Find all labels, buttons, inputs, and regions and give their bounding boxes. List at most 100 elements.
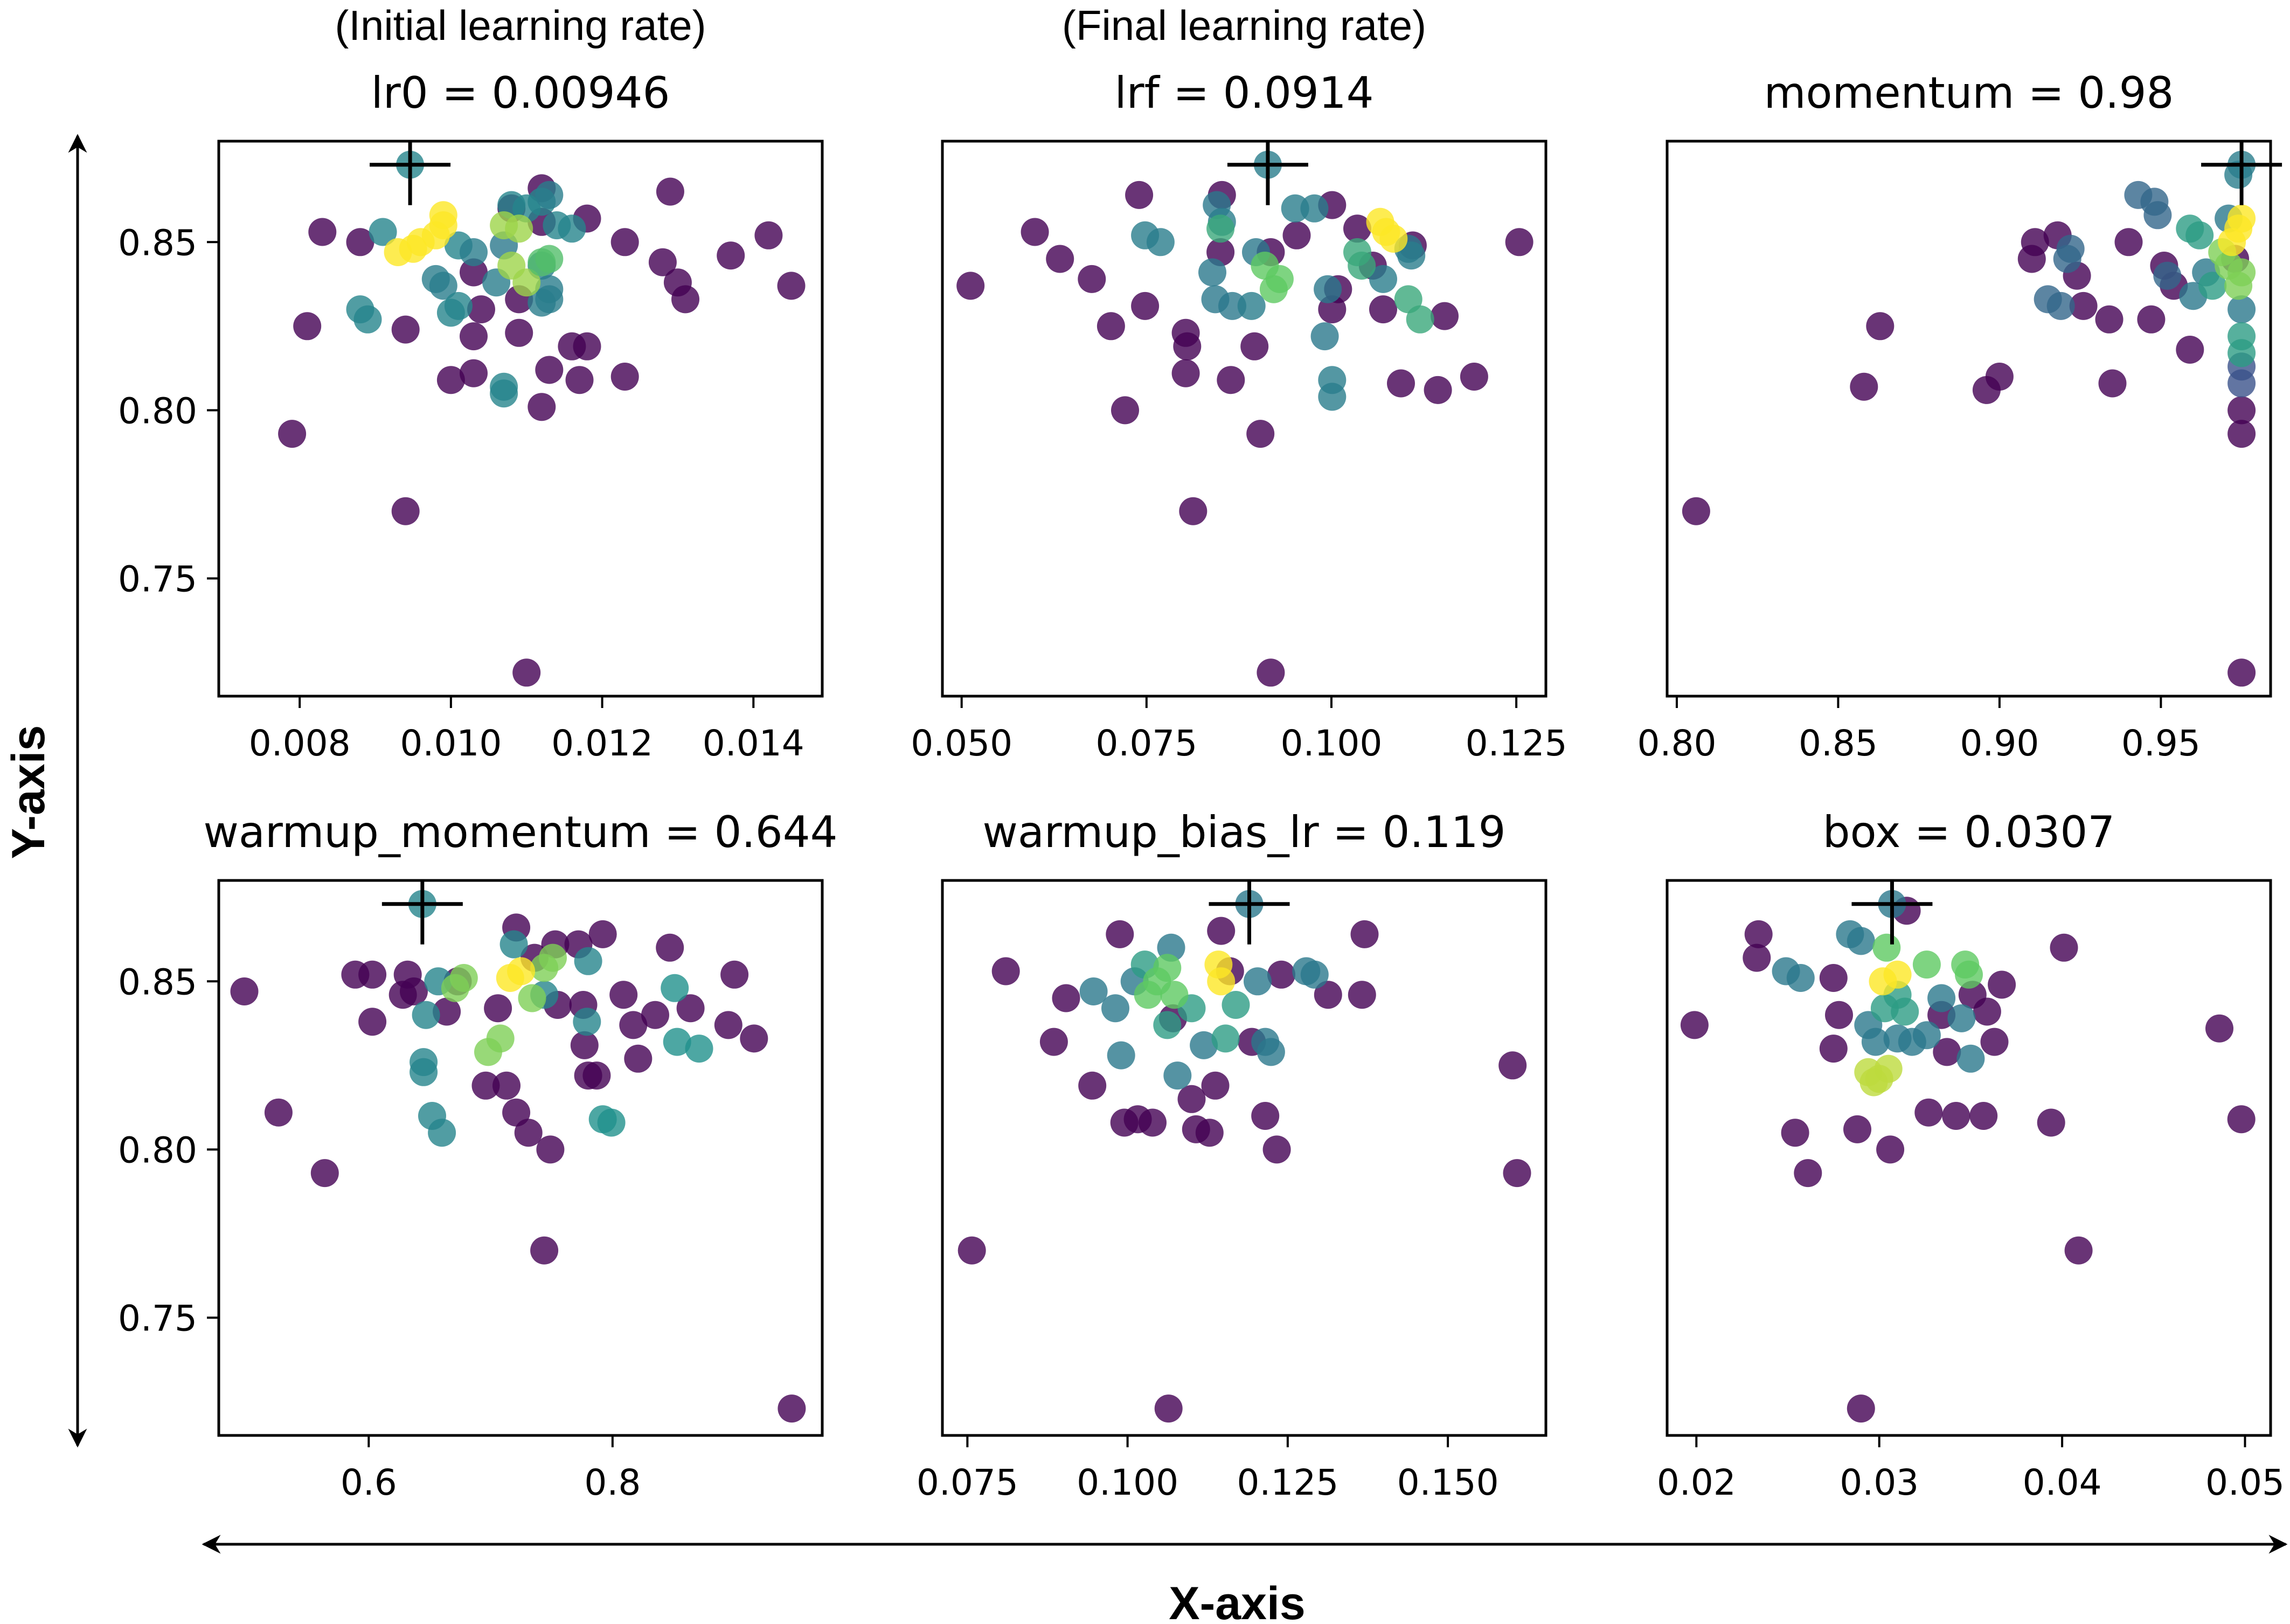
- data-point: [512, 268, 541, 297]
- data-point: [1369, 295, 1397, 324]
- data-point: [588, 920, 617, 948]
- data-point: [2227, 204, 2256, 233]
- data-point: [624, 1044, 653, 1073]
- data-point: [2198, 272, 2227, 300]
- data-point: [1744, 920, 1773, 948]
- data-point: [1876, 1135, 1905, 1164]
- data-point: [1139, 1108, 1167, 1137]
- data-point: [597, 1108, 626, 1137]
- data-point: [1179, 497, 1208, 525]
- data-point: [2098, 369, 2127, 398]
- data-point: [956, 272, 985, 300]
- data-point: [1259, 275, 1288, 303]
- panel-title: box = 0.0307: [1823, 807, 2115, 857]
- data-point: [573, 1008, 601, 1036]
- panel-frame: [217, 140, 824, 698]
- data-point: [1343, 214, 1371, 243]
- data-point: [492, 1071, 521, 1100]
- data-point: [293, 312, 322, 341]
- data-point: [1850, 372, 1878, 401]
- data-point: [1431, 302, 1459, 330]
- y-tick-label: 0.85: [118, 222, 197, 263]
- data-point: [1505, 228, 1533, 256]
- data-point: [582, 1061, 611, 1090]
- data-point: [1021, 218, 1049, 246]
- data-point: [1134, 981, 1162, 1009]
- data-point: [1240, 332, 1269, 360]
- y-axis-label: Y-axis: [3, 725, 54, 859]
- data-point: [460, 322, 488, 351]
- panel-frame: [1666, 879, 2272, 1437]
- data-point: [505, 214, 533, 243]
- panel-title: warmup_bias_lr = 0.119: [982, 807, 1505, 857]
- data-point: [369, 218, 397, 246]
- x-tick-label: 0.075: [917, 1462, 1018, 1503]
- data-point: [410, 1058, 438, 1086]
- data-point: [1300, 194, 1329, 223]
- scatter-panel: (Final learning rate) lrf = 0.0914 0.050 0.…: [911, 2, 1567, 764]
- data-point: [2064, 1236, 2093, 1265]
- data-point: [1237, 292, 1266, 320]
- x-tick-label: 0.012: [551, 723, 653, 764]
- data-point: [518, 984, 546, 1012]
- data-point: [1743, 943, 1771, 972]
- panel-subtitle: (Initial learning rate): [335, 2, 706, 49]
- data-point: [471, 1071, 500, 1100]
- panel-title: momentum = 0.98: [1764, 68, 2174, 118]
- data-point: [2050, 933, 2078, 962]
- x-tick-label: 0.02: [1657, 1462, 1736, 1503]
- data-point: [2227, 295, 2256, 324]
- data-point: [648, 248, 677, 276]
- data-point: [1207, 917, 1236, 945]
- data-point: [671, 285, 699, 314]
- x-tick-label: 0.100: [1280, 723, 1382, 764]
- data-point: [539, 943, 567, 972]
- data-point: [2176, 336, 2204, 364]
- data-point: [1206, 214, 1235, 243]
- data-point: [1078, 265, 1106, 293]
- x-tick-label: 0.04: [2023, 1462, 2102, 1503]
- data-point: [609, 981, 638, 1009]
- data-points: [278, 150, 806, 687]
- data-point: [358, 1008, 387, 1036]
- data-point: [1912, 1021, 1941, 1050]
- data-point: [740, 1024, 768, 1053]
- data-point: [656, 177, 684, 206]
- data-point: [1348, 981, 1376, 1009]
- data-point: [1201, 1071, 1230, 1100]
- data-point: [1394, 285, 1422, 314]
- data-point: [1318, 383, 1347, 411]
- data-point: [1955, 960, 1983, 989]
- data-point: [1460, 363, 1488, 391]
- data-point: [1146, 228, 1175, 256]
- y-tick-label: 0.75: [118, 1298, 197, 1340]
- data-point: [1267, 960, 1295, 989]
- data-point: [460, 258, 488, 287]
- data-point: [1980, 1028, 2009, 1056]
- data-point: [720, 960, 749, 989]
- data-point: [1781, 1119, 1809, 1147]
- data-point: [467, 295, 495, 324]
- data-point: [2114, 228, 2143, 256]
- y-tick-label: 0.80: [118, 390, 197, 432]
- y-tick-label: 0.80: [118, 1129, 197, 1171]
- data-point: [1786, 964, 1815, 992]
- data-point: [1387, 369, 1415, 398]
- data-point: [412, 1001, 440, 1029]
- data-point: [2227, 658, 2256, 687]
- data-point: [778, 1394, 806, 1423]
- data-point: [1211, 1024, 1240, 1053]
- data-point: [663, 1028, 691, 1056]
- data-point: [1819, 1035, 1848, 1063]
- data-point: [991, 957, 1020, 985]
- data-point: [754, 221, 783, 249]
- data-point: [1872, 933, 1901, 962]
- x-tick-label: 0.05: [2205, 1462, 2285, 1503]
- data-point: [1956, 1044, 1985, 1073]
- data-point: [358, 960, 387, 989]
- data-point: [514, 1119, 543, 1147]
- data-point: [619, 1011, 648, 1039]
- panel-title: warmup_momentum = 0.644: [204, 807, 838, 857]
- data-point: [308, 218, 337, 246]
- data-point: [2017, 245, 2046, 273]
